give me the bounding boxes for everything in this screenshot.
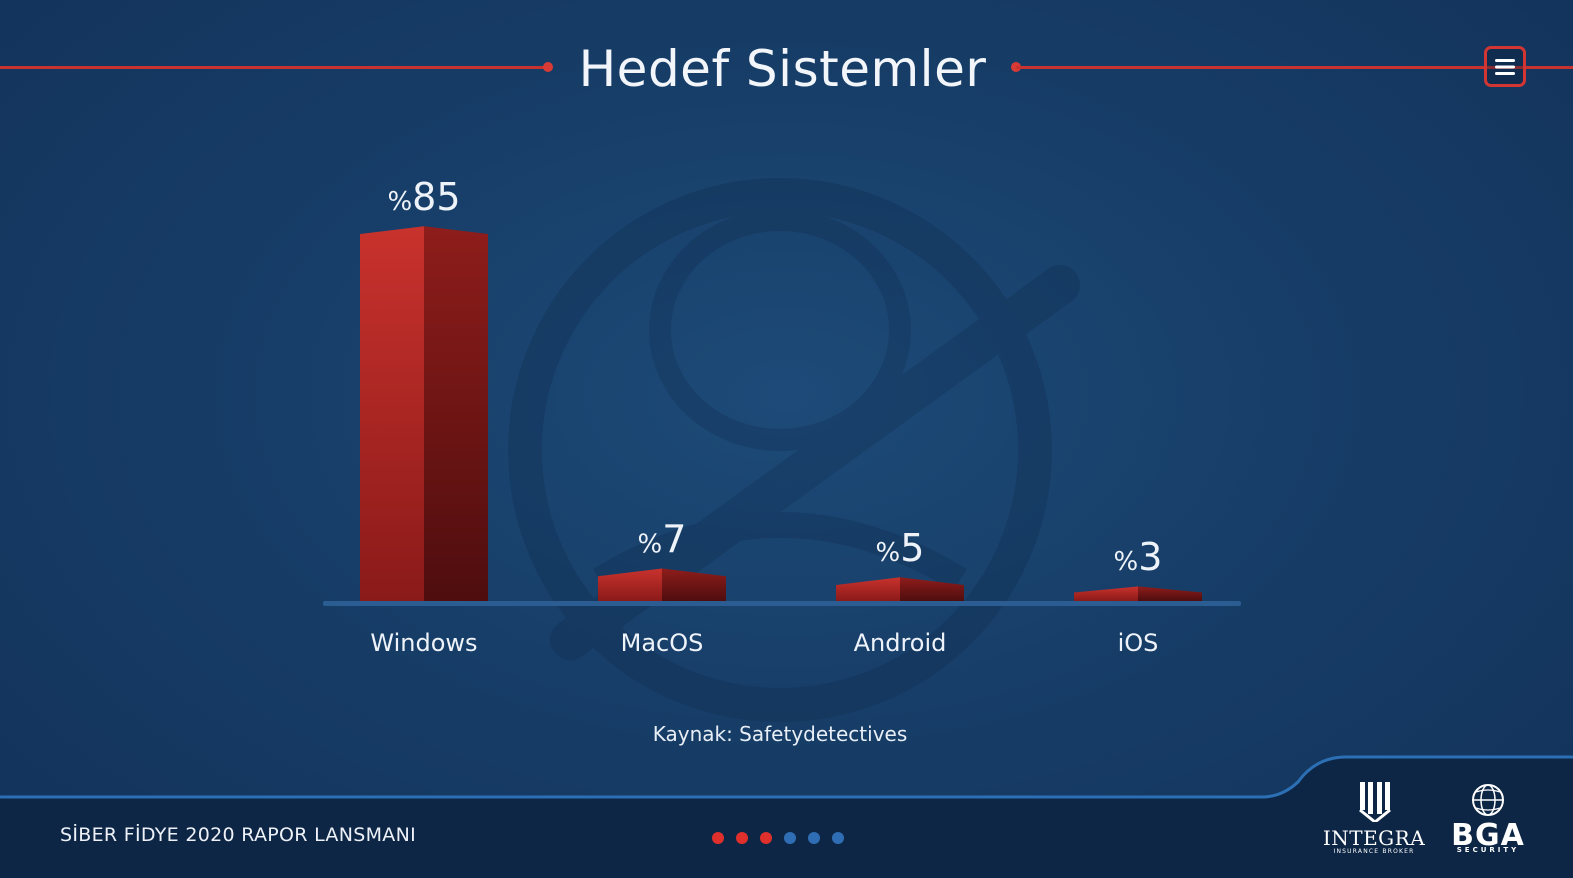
page-title: Hedef Sistemler [578,40,987,98]
bar-ios [1074,586,1202,601]
footer-title: SİBER FİDYE 2020 RAPOR LANSMANI [60,824,416,846]
page-dot-1[interactable] [712,832,724,844]
title-line-left [0,66,548,69]
hamburger-icon [1495,58,1515,75]
menu-button[interactable] [1484,46,1526,87]
category-label-ios: iOS [1118,629,1159,657]
page-dot-3[interactable] [760,832,772,844]
page-dot-5[interactable] [808,832,820,844]
integra-name: INTEGRA [1322,826,1426,850]
value-label-ios: %3 [1114,535,1163,579]
bga-globe-icon [1472,784,1504,816]
bar-windows [360,226,488,601]
value-label-macos: %7 [638,517,687,561]
page-dot-6[interactable] [832,832,844,844]
integra-emblem-icon [1359,782,1391,822]
source-note: Kaynak: Safetydetectives [652,722,908,746]
bar-macos [598,568,726,601]
category-label-android: Android [854,629,947,657]
value-label-windows: %85 [387,175,460,219]
title-line-right [1016,66,1573,69]
pagination-dots [712,832,844,846]
bga-name: BGA [1451,818,1525,853]
page-dot-2[interactable] [736,832,748,844]
category-label-windows: Windows [370,629,477,657]
title-line-left-dot [543,62,553,72]
chart-baseline [323,601,1241,606]
value-label-android: %5 [876,526,925,570]
category-label-macos: MacOS [621,629,704,657]
bar-android [836,577,964,601]
page-dot-4[interactable] [784,832,796,844]
integra-tagline: INSURANCE BROKER [1333,848,1415,855]
bga-tagline: SECURITY [1456,846,1520,854]
